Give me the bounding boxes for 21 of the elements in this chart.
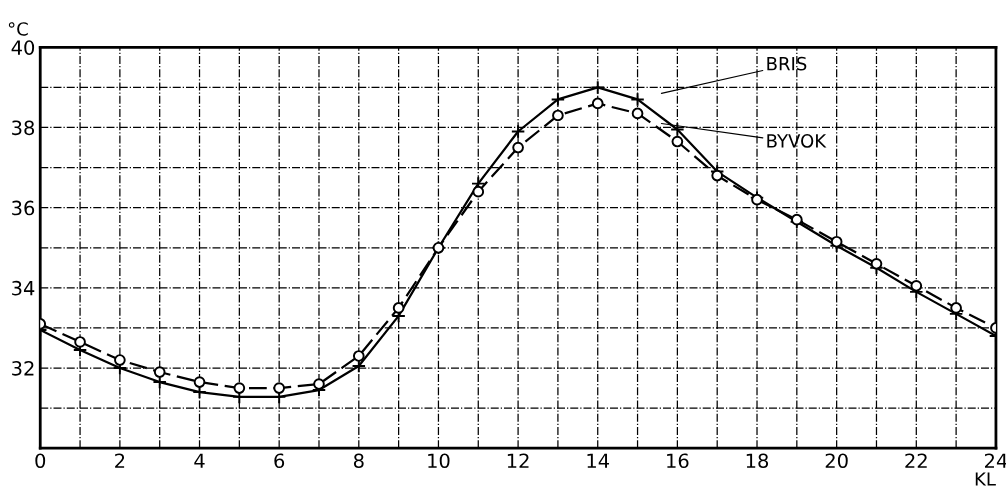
x-tick-label: 0 [35, 453, 46, 469]
x-axis-title: KL [975, 472, 996, 486]
x-tick-label: 16 [667, 453, 689, 469]
x-tick-label: 22 [905, 453, 927, 468]
y-tick-label: 38 [12, 120, 35, 136]
x-tick-label: 18 [746, 453, 769, 469]
y-tick-label: 40 [11, 40, 35, 55]
y-tick-label: 34 [12, 280, 35, 296]
x-tick-label: 10 [428, 453, 450, 469]
y-tick-label: 32 [12, 360, 34, 376]
x-tick-label: 4 [194, 453, 205, 468]
text: BYVOK [767, 134, 827, 148]
x-tick-label: 20 [825, 453, 848, 469]
y-tick-label: 36 [12, 200, 35, 216]
y-axis-title: °C [8, 22, 28, 36]
x-tick-label: 8 [353, 453, 364, 469]
x-tick-label: 14 [587, 453, 610, 468]
x-tick-label: 6 [274, 453, 285, 469]
x-tick-label: 2 [115, 453, 125, 468]
x-tick-label: 12 [507, 453, 529, 468]
text: BRIS [767, 56, 807, 71]
